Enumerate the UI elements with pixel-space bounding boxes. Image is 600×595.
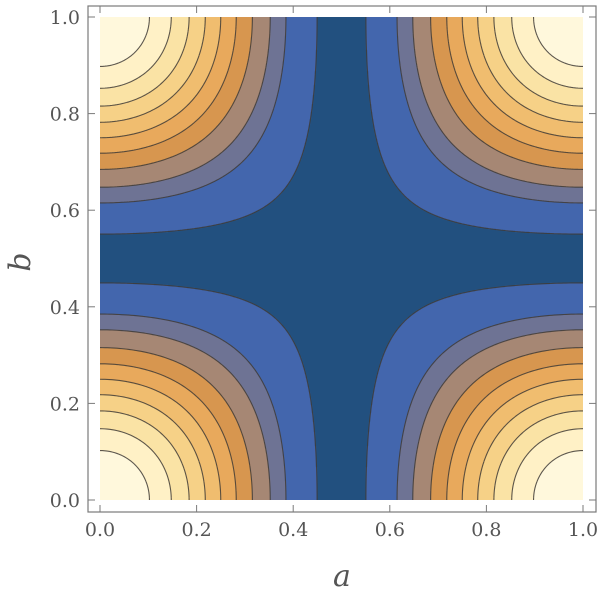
x-tick-label-5: 1.0: [568, 519, 598, 541]
x-tick-label-2: 0.4: [278, 519, 308, 541]
contour-line-level-3: [99, 16, 584, 501]
contour-line-level-2: [99, 16, 584, 501]
plot-frame: [87, 5, 597, 513]
y-tick-label-2: 0.4: [50, 297, 80, 319]
contour-fill: [100, 17, 583, 500]
y-axis-title: b: [3, 252, 38, 271]
contour-line-level-7: [99, 16, 584, 501]
x-axis-title: a: [333, 559, 351, 594]
contour-line-level-4: [99, 16, 584, 501]
plot-area: [99, 16, 584, 501]
y-tick-label-4: 0.8: [50, 104, 80, 126]
x-tick-label-4: 0.8: [471, 519, 501, 541]
x-tick-label-3: 0.6: [375, 519, 405, 541]
contour-line-level-9: [99, 16, 584, 501]
y-tick-label-5: 1.0: [50, 7, 80, 29]
contour-line-level-8: [99, 16, 584, 501]
contour-line-level-6: [99, 16, 584, 501]
x-tick-label-0: 0.0: [85, 519, 115, 541]
y-tick-label-3: 0.6: [50, 200, 80, 222]
axis-ticks: 0.0 0.2 0.4 0.6 0.8 1.0 0.0 0.2 0.4 0.6 0.8 1.0: [50, 6, 598, 541]
y-tick-label-0: 0.0: [50, 490, 80, 512]
y-tick-label-1: 0.2: [50, 393, 80, 415]
contour-line-level-0: [100, 17, 583, 500]
x-tick-label-1: 0.2: [181, 519, 211, 541]
contour-line-level-1: [100, 17, 583, 500]
contour-line-level-5: [99, 16, 584, 501]
